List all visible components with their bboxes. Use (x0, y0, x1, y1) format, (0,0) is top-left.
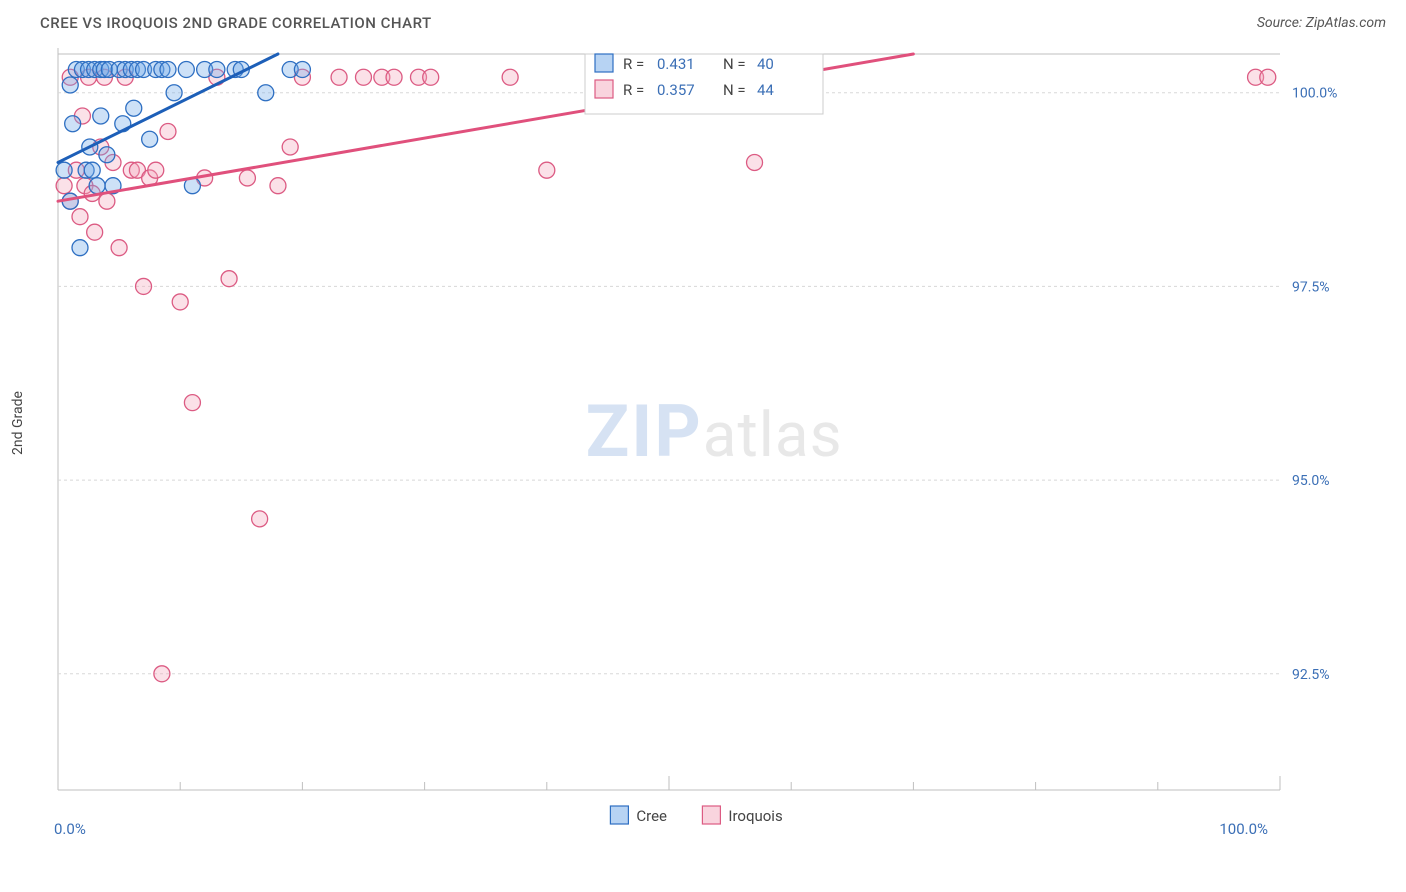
data-point (172, 294, 188, 310)
data-point (258, 85, 274, 101)
y-tick-label: 92.5% (1292, 667, 1330, 683)
legend-swatch (595, 80, 613, 98)
data-point (99, 147, 115, 163)
data-point (166, 85, 182, 101)
legend-n-label: N = (723, 81, 746, 99)
stats-legend (585, 54, 823, 114)
data-point (87, 224, 103, 240)
data-point (502, 69, 518, 85)
x-max-label: 100.0% (1219, 820, 1268, 838)
y-axis-label: 2nd Grade (10, 391, 26, 455)
x-min-label: 0.0% (54, 820, 86, 838)
data-point (65, 116, 81, 132)
legend-n-label: N = (723, 55, 746, 73)
bottom-legend-swatch (702, 806, 720, 824)
data-point (270, 178, 286, 194)
data-point (93, 108, 109, 124)
data-point (386, 69, 402, 85)
bottom-legend-label: Cree (636, 807, 667, 825)
chart-source: Source: ZipAtlas.com (1257, 15, 1386, 31)
data-point (154, 666, 170, 682)
y-tick-label: 95.0% (1292, 473, 1330, 489)
data-point (178, 61, 194, 77)
data-point (184, 395, 200, 411)
data-point (56, 178, 72, 194)
data-point (539, 162, 555, 178)
y-tick-label: 100.0% (1292, 86, 1337, 102)
data-point (136, 278, 152, 294)
data-point (111, 240, 127, 256)
data-point (294, 61, 310, 77)
data-point (99, 193, 115, 209)
data-point (209, 61, 225, 77)
data-point (331, 69, 347, 85)
data-point (252, 511, 268, 527)
data-point (142, 131, 158, 147)
data-point (126, 100, 142, 116)
y-tick-label: 97.5% (1292, 279, 1330, 295)
data-point (1260, 69, 1276, 85)
data-point (282, 139, 298, 155)
data-point (56, 162, 72, 178)
watermark: ZIPatlas (586, 389, 843, 474)
scatter-chart: 100.0% 97.5% 95.0% 92.5% ZIPatlas R = 0.431 N =… (40, 48, 1380, 846)
legend-r-value: 0.431 (657, 55, 695, 73)
legend-swatch (595, 54, 613, 72)
data-point (84, 162, 100, 178)
data-point (221, 271, 237, 287)
data-point (62, 77, 78, 93)
data-point (239, 170, 255, 186)
data-point (423, 69, 439, 85)
legend-r-value: 0.357 (657, 81, 695, 99)
data-point (160, 123, 176, 139)
legend-n-value: 44 (757, 81, 774, 99)
data-point (356, 69, 372, 85)
chart-header: CREE VS IROQUOIS 2ND GRADE CORRELATION C… (0, 0, 1406, 40)
data-point (148, 162, 164, 178)
chart-area: 2nd Grade 100.0%97.5%95.0%92.5%ZIPatlasR… (40, 48, 1386, 798)
chart-title: CREE VS IROQUOIS 2ND GRADE CORRELATION C… (40, 14, 432, 32)
bottom-legend-label: Iroquois (728, 807, 782, 825)
data-point (72, 240, 88, 256)
legend-r-label: R = (623, 81, 644, 99)
data-point (72, 209, 88, 225)
data-point (160, 61, 176, 77)
bottom-legend-swatch (610, 806, 628, 824)
legend-n-value: 40 (757, 55, 774, 73)
data-point (89, 178, 105, 194)
legend-r-label: R = (623, 55, 644, 73)
data-point (747, 154, 763, 170)
